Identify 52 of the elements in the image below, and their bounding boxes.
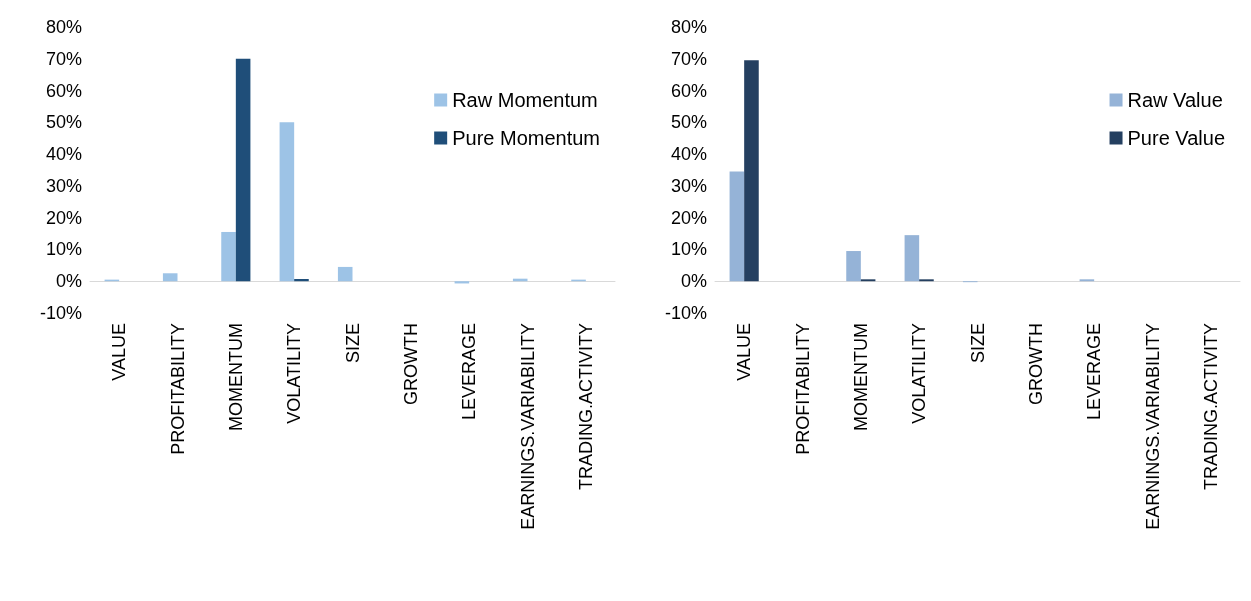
x-tick-label: VALUE xyxy=(109,323,130,381)
y-tick-label: 40% xyxy=(670,144,707,165)
y-tick-label: -10% xyxy=(39,303,82,323)
x-tick-label: TRADING.ACTIVITY xyxy=(575,323,596,491)
bar xyxy=(337,266,353,282)
y-tick-label: 20% xyxy=(45,207,82,228)
x-tick-label: VALUE xyxy=(734,323,755,381)
legend-label: Raw Value xyxy=(1127,89,1223,111)
x-tick-label: SIZE xyxy=(967,323,988,364)
y-tick-label: 50% xyxy=(670,112,707,133)
x-tick-label: VOLATILITY xyxy=(284,323,305,424)
y-tick-label: 60% xyxy=(670,80,707,101)
y-tick-label: 20% xyxy=(670,207,707,228)
y-tick-label: 70% xyxy=(45,48,82,69)
x-tick-label: MOMENTUM xyxy=(850,323,871,431)
y-tick-label: 0% xyxy=(680,271,707,292)
x-tick-label: EARNINGS.VARIABILITY xyxy=(517,323,538,530)
y-tick-label: 80% xyxy=(670,17,707,37)
bar xyxy=(846,251,861,282)
y-tick-label: 50% xyxy=(45,112,82,133)
y-tick-label: 80% xyxy=(45,17,82,37)
x-tick-label: LEVERAGE xyxy=(1084,323,1105,421)
y-tick-label: 30% xyxy=(670,175,707,196)
y-tick-label: 40% xyxy=(45,144,82,165)
bar xyxy=(744,60,759,282)
legend-label: Pure Momentum xyxy=(452,127,601,149)
x-tick-label: GROWTH xyxy=(1025,323,1046,405)
x-tick-label: MOMENTUM xyxy=(225,323,246,431)
y-tick-label: 30% xyxy=(45,175,82,196)
bar xyxy=(729,171,745,282)
x-tick-label: SIZE xyxy=(342,323,363,364)
x-tick-label: TRADING.ACTIVITY xyxy=(1200,323,1221,491)
bar xyxy=(221,231,236,282)
legend-label: Raw Momentum xyxy=(452,89,598,111)
y-tick-label: -10% xyxy=(664,303,707,323)
x-tick-label: PROFITABILITY xyxy=(792,323,813,455)
bar xyxy=(235,58,251,282)
legend-label: Pure Value xyxy=(1127,127,1226,149)
x-tick-label: EARNINGS.VARIABILITY xyxy=(1142,323,1163,530)
y-tick-label: 0% xyxy=(55,271,82,292)
x-tick-label: GROWTH xyxy=(400,323,421,405)
y-tick-label: 70% xyxy=(670,48,707,69)
y-tick-label: 10% xyxy=(45,239,82,260)
x-tick-label: VOLATILITY xyxy=(909,323,930,424)
x-tick-label: LEVERAGE xyxy=(459,323,480,421)
y-tick-label: 60% xyxy=(45,80,82,101)
bar xyxy=(904,235,920,282)
bar xyxy=(294,279,309,282)
y-tick-label: 10% xyxy=(670,239,707,260)
bar xyxy=(279,122,295,282)
bar xyxy=(162,273,178,282)
x-tick-label: PROFITABILITY xyxy=(167,323,188,455)
